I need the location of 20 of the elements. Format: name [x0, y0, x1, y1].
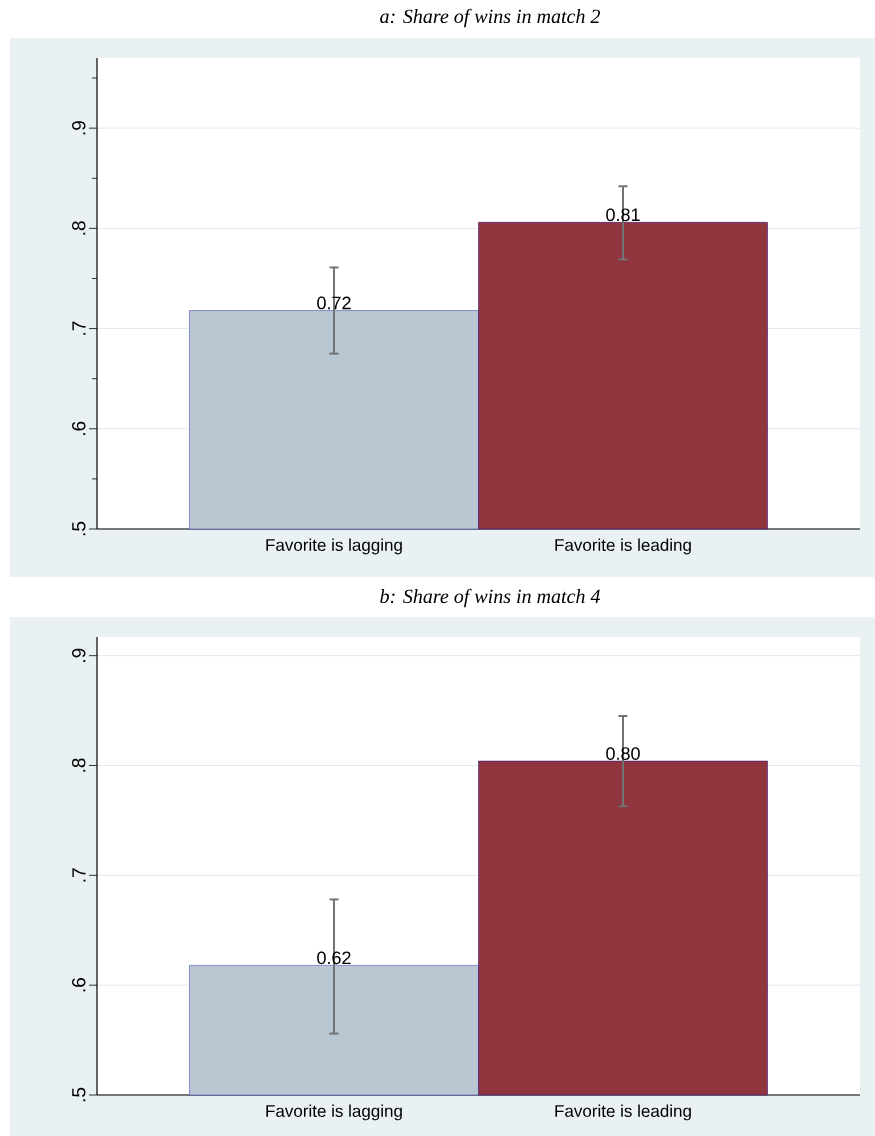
x-tick-label: Favorite is leading — [555, 538, 691, 555]
data-label: 0.81 — [606, 208, 640, 222]
x-tick-label: Favorite is leading — [555, 1104, 691, 1121]
chart-title: b: Share of wins in match 4 — [380, 588, 601, 608]
chart-title: a: Share of wins in match 2 — [380, 8, 601, 28]
y-tick-label: .8 — [72, 758, 86, 772]
data-label: 0.72 — [317, 296, 351, 310]
x-tick-label: Favorite is lagging — [266, 1104, 402, 1121]
y-tick-label: .7 — [72, 868, 86, 882]
x-tick-label: Favorite is lagging — [266, 538, 402, 555]
y-tick-label: .9 — [72, 121, 86, 135]
data-label: 0.62 — [317, 951, 351, 965]
y-tick-label: .5 — [72, 521, 86, 536]
y-tick-label: .5 — [72, 1087, 86, 1102]
y-tick-label: .6 — [72, 421, 86, 435]
data-label: 0.80 — [606, 747, 640, 760]
y-tick-label: .7 — [72, 321, 86, 335]
y-tick-label: .8 — [72, 221, 86, 235]
y-tick-label: .6 — [72, 978, 86, 992]
y-tick-label: .9 — [72, 648, 86, 662]
